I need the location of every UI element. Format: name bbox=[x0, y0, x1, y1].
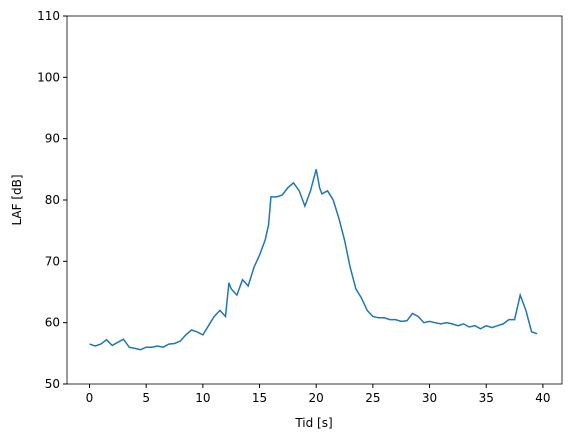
x-tick-label: 20 bbox=[309, 391, 324, 405]
plot-frame bbox=[66, 15, 563, 385]
y-tick-label: 110 bbox=[37, 9, 60, 23]
y-tick-label: 90 bbox=[45, 132, 60, 146]
x-axis-label: Tid [s] bbox=[294, 416, 332, 430]
y-tick-label: 60 bbox=[45, 316, 60, 330]
x-tick-label: 25 bbox=[365, 391, 380, 405]
x-tick-label: 15 bbox=[252, 391, 267, 405]
x-tick-label: 30 bbox=[422, 391, 437, 405]
y-tick-label: 80 bbox=[45, 193, 60, 207]
x-tick-label: 40 bbox=[535, 391, 550, 405]
x-tick-label: 10 bbox=[195, 391, 210, 405]
line-series bbox=[89, 169, 538, 351]
x-tick-label: 5 bbox=[142, 391, 150, 405]
x-tick-label: 0 bbox=[86, 391, 94, 405]
y-tick-label: 70 bbox=[45, 254, 60, 268]
y-tick-label: 100 bbox=[37, 70, 60, 84]
y-axis-label: LAF [dB] bbox=[10, 174, 24, 225]
y-tick-label: 50 bbox=[45, 377, 60, 391]
x-tick-label: 35 bbox=[479, 391, 494, 405]
